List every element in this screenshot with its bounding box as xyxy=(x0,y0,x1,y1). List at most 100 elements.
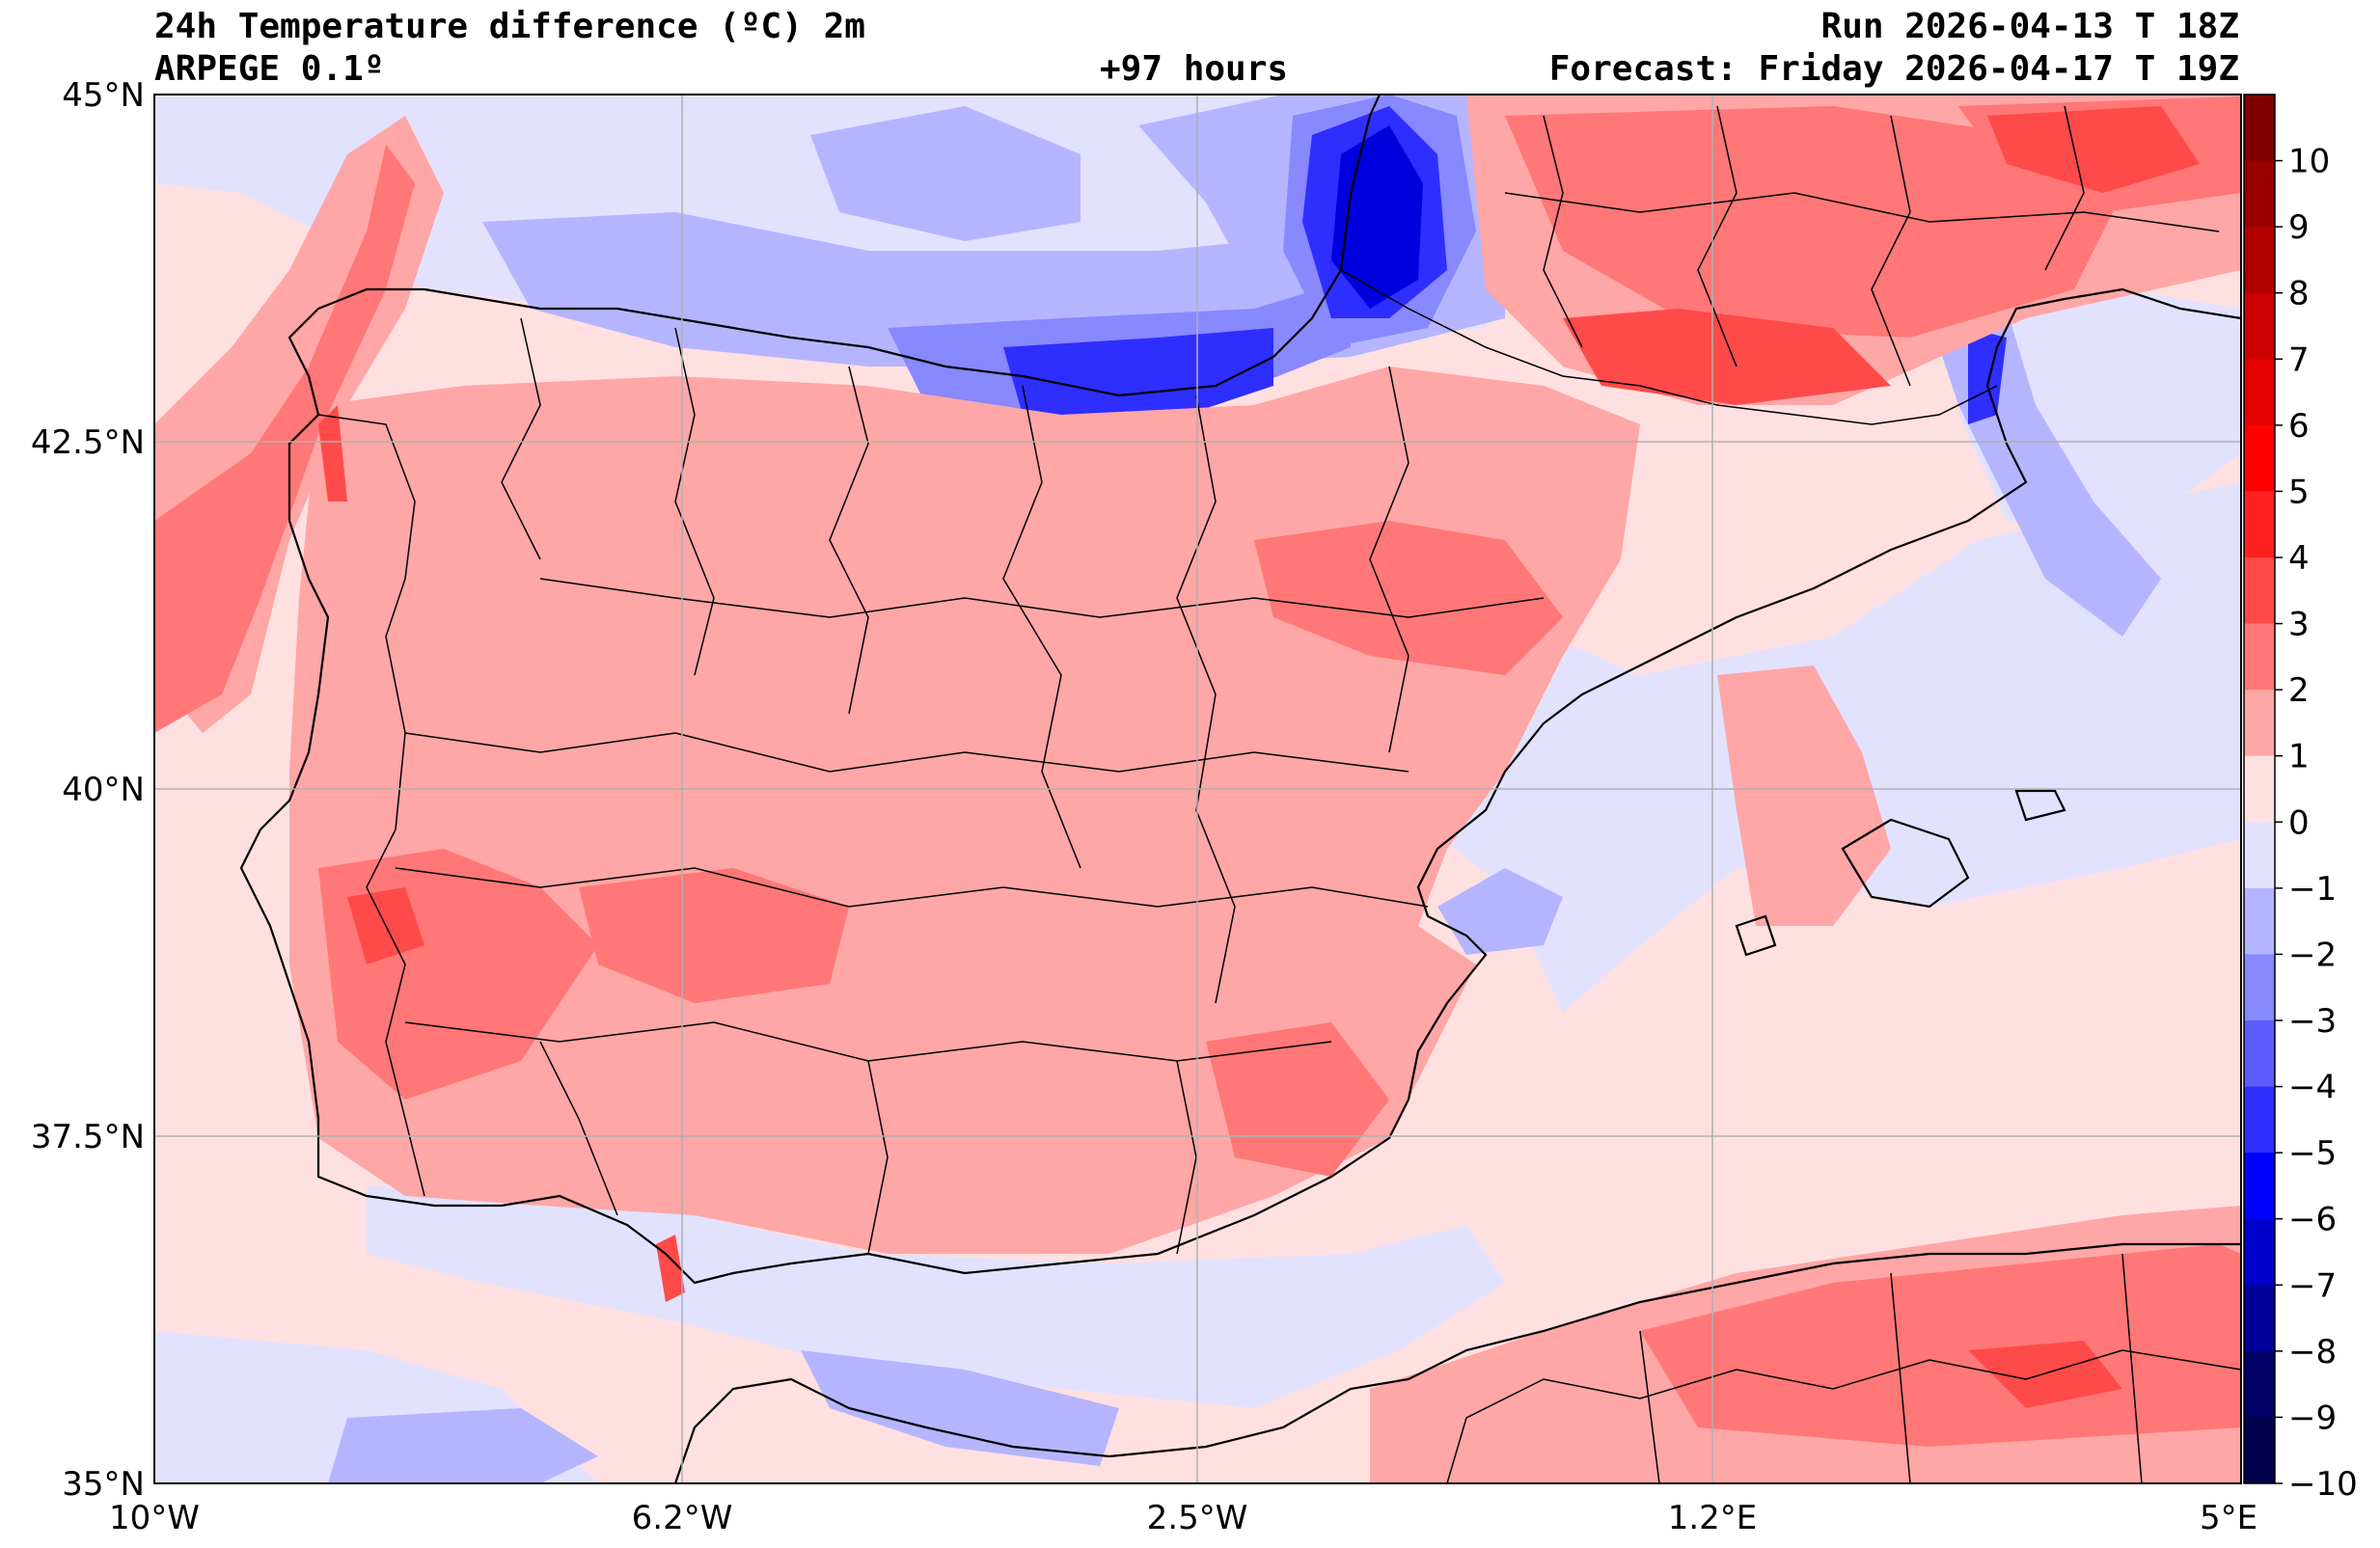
warm-zone-balearic-sea xyxy=(1717,665,1891,926)
colorbar-band-7 xyxy=(2244,557,2275,625)
border-france-4 xyxy=(2044,105,2085,271)
run-label: Run 2026-04-13 T 18Z xyxy=(1820,7,2239,46)
border-province-9 xyxy=(395,867,1429,908)
cool2-zone-valencia xyxy=(1437,868,1563,955)
coastline-iberia xyxy=(239,346,2028,1285)
gridlines xyxy=(154,95,2241,1483)
colorbar-band-3 xyxy=(2244,292,2275,360)
lead-time-label: +97 hours xyxy=(1100,49,1289,89)
warm3-zone-portugal xyxy=(318,405,347,502)
cool2-zone-atlantic-south xyxy=(328,1408,598,1483)
border-province-7 xyxy=(539,578,1545,618)
colorbar-band-15 xyxy=(2244,1086,2275,1154)
lat-label-40n: 40°N xyxy=(62,771,145,809)
colorbar-label-10: 0 xyxy=(2288,803,2310,842)
colorbar-band-19 xyxy=(2244,1350,2275,1418)
colorbar-band-18 xyxy=(2244,1285,2275,1352)
coastline-north-africa xyxy=(673,1242,2241,1483)
colorbar-band-17 xyxy=(2244,1218,2275,1286)
colorbar-band-8 xyxy=(2244,623,2275,691)
colorbar-band-5 xyxy=(2244,424,2275,492)
colorbar-label-3: 7 xyxy=(2288,340,2310,379)
warm3-zone-north-africa xyxy=(1968,1341,2122,1408)
warm2-zone-france xyxy=(1505,106,2122,338)
colorbar-label-9: 1 xyxy=(2288,738,2310,776)
coastlines xyxy=(239,95,2241,1483)
lat-label-45n: 45°N xyxy=(62,76,145,115)
warm3-zone-alps xyxy=(1987,106,2200,193)
colorbar-label-17: −7 xyxy=(2288,1266,2337,1305)
coastline-gulf-of-lion xyxy=(1996,287,2241,348)
colorbar-band-4 xyxy=(2244,359,2275,426)
colorbar-label-5: 5 xyxy=(2288,473,2310,511)
cool-zone-alboran xyxy=(367,1177,1505,1408)
warm2-zone-guadiana xyxy=(579,868,849,1003)
borders xyxy=(317,105,2241,1483)
colorbar-label-14: −4 xyxy=(2288,1069,2337,1107)
cool4-zone-gulf-of-lion xyxy=(1968,328,2007,424)
colorbar-frame xyxy=(2243,94,2276,1484)
colorbar-band-10 xyxy=(2244,755,2275,823)
colorbar-label-19: −9 xyxy=(2288,1399,2337,1437)
cool5-zone-gascony xyxy=(1331,125,1423,309)
border-province-1 xyxy=(501,317,541,560)
coastline-mallorca xyxy=(1841,818,1970,909)
lon-label-10w: 10°W xyxy=(109,1499,200,1537)
warm3-zone-france xyxy=(1563,309,1891,405)
model-label: ARPEGE 0.1º xyxy=(154,49,385,89)
lon-label-6-2w: 6.2°W xyxy=(632,1499,733,1537)
cool2-zone-alboran xyxy=(801,1350,1119,1466)
colorbar-label-12: −2 xyxy=(2288,936,2337,974)
map-title: 24h Temperature difference (ºC) 2m xyxy=(154,7,865,46)
lat-label-37-5n: 37.5°N xyxy=(31,1118,145,1156)
forecast-label: Forecast: Friday 2026-04-17 T 19Z xyxy=(1548,49,2239,89)
border-france-2 xyxy=(1697,105,1737,367)
colorbar-label-4: 6 xyxy=(2288,407,2310,446)
border-africa-4 xyxy=(2121,1253,2143,1483)
warm2-zone-murcia xyxy=(1206,1022,1389,1177)
colorbar-band-16 xyxy=(2244,1153,2275,1220)
border-spain-portugal xyxy=(317,414,425,1197)
colorbar-band-9 xyxy=(2244,690,2275,757)
colorbar-label-18: −8 xyxy=(2288,1333,2337,1371)
colorbar-label-11: −1 xyxy=(2288,870,2337,909)
border-france-5 xyxy=(1504,192,2220,232)
coastline-ibiza xyxy=(1735,914,1777,957)
border-africa-3 xyxy=(1890,1272,1911,1483)
colorbar-label-15: −5 xyxy=(2288,1134,2337,1173)
border-province-12 xyxy=(867,1060,889,1255)
colorbar-label-6: 4 xyxy=(2288,539,2310,578)
colorbar-label-2: 8 xyxy=(2288,275,2310,313)
border-province-5 xyxy=(1176,394,1236,1004)
border-province-8 xyxy=(404,732,1409,773)
lon-label-1-2e: 1.2°E xyxy=(1668,1499,1758,1537)
warm2-zone-ebro xyxy=(1254,521,1563,675)
colorbar-band-14 xyxy=(2244,1020,2275,1088)
border-france-1 xyxy=(1543,115,1583,348)
border-province-2 xyxy=(674,327,715,676)
colorbar-label-13: −3 xyxy=(2288,1002,2337,1041)
colorbar-band-2 xyxy=(2244,227,2275,294)
colorbar-band-11 xyxy=(2244,822,2275,889)
lat-label-35n: 35°N xyxy=(62,1465,145,1504)
colorbar-label-0: 10 xyxy=(2288,143,2330,181)
coastline-north xyxy=(287,95,1381,416)
border-africa-2 xyxy=(1639,1330,1660,1483)
latitude-labels: 45°N 42.5°N 40°N 37.5°N 35°N xyxy=(31,76,145,1504)
colorbar-band-0 xyxy=(2244,95,2275,162)
colorbar-label-8: 2 xyxy=(2288,671,2310,710)
border-province-3 xyxy=(829,366,869,715)
border-pyrenees xyxy=(1340,269,1998,425)
colorbar-band-12 xyxy=(2244,887,2275,955)
colorbar-label-16: −6 xyxy=(2288,1201,2337,1239)
border-province-6 xyxy=(1369,366,1409,753)
warm2-zone-north-africa xyxy=(1640,1244,2241,1447)
border-africa-1 xyxy=(1446,1349,2241,1483)
border-france-3 xyxy=(1871,115,1911,387)
colorbar-band-13 xyxy=(2244,954,2275,1021)
warm2-zone-atlantic xyxy=(154,145,415,733)
colorbar-label-20: −10 xyxy=(2288,1465,2358,1504)
map-frame xyxy=(153,94,2242,1484)
